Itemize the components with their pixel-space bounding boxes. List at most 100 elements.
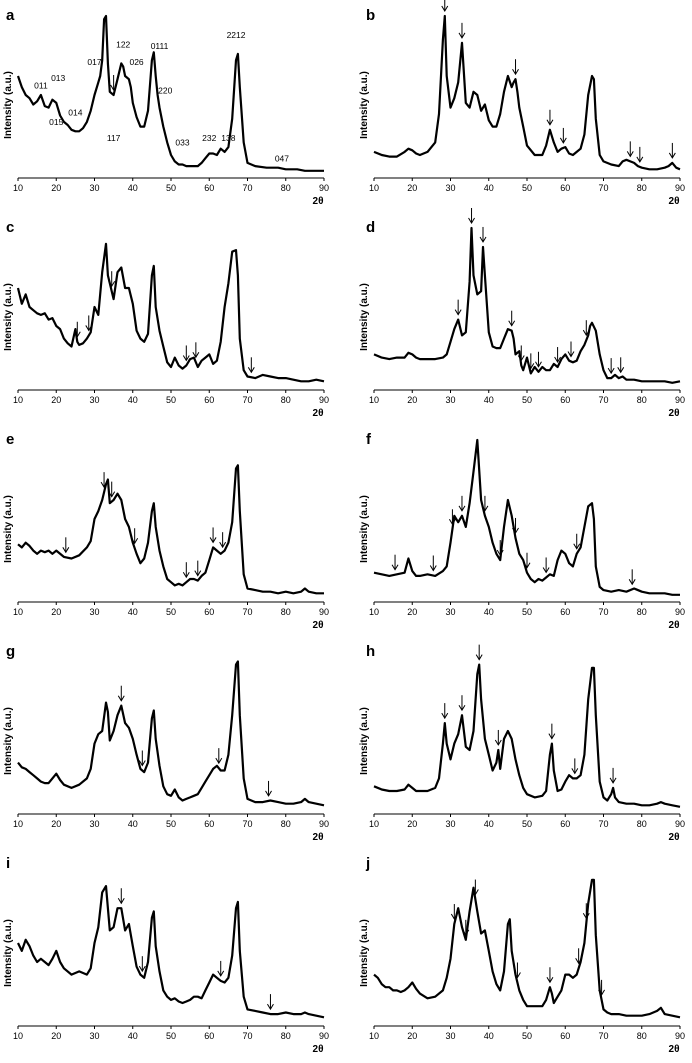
peak-marker-arrow <box>609 767 617 784</box>
arrow-head <box>628 579 636 586</box>
peak-marker-arrow <box>559 127 567 144</box>
peak-index-label: 122 <box>116 40 130 50</box>
xrd-pattern-line <box>16 14 324 172</box>
peak-marker-arrow <box>100 472 108 489</box>
y-axis-label: Intensity (a.u.) <box>359 707 370 775</box>
x-tick-label: 50 <box>522 607 532 617</box>
x-tick-label: 40 <box>484 1031 494 1041</box>
x-tick-label: 90 <box>675 819 685 829</box>
x-tick-label: 70 <box>598 395 608 405</box>
arrow-head <box>62 547 70 554</box>
xrd-pattern-line <box>17 885 325 1019</box>
arrow-head <box>512 68 519 76</box>
peak-index-label: 232 <box>202 133 216 143</box>
x-tick-label: 20 <box>51 1031 61 1041</box>
peak-marker-arrow <box>131 528 139 545</box>
peak-marker-arrow <box>62 537 70 554</box>
arrow-head <box>542 567 550 574</box>
x-tick-label: 10 <box>369 1031 379 1041</box>
arrow-head <box>609 777 617 784</box>
peak-marker-arrow <box>479 226 487 243</box>
arrow-head <box>575 958 583 965</box>
peak-marker-arrow <box>514 962 521 979</box>
peak-marker-arrow <box>494 729 502 746</box>
arrow-head <box>73 331 81 338</box>
arrow-head <box>138 965 146 973</box>
x-tick-label: 40 <box>128 395 138 405</box>
arrow-head <box>100 481 108 489</box>
x-tick-label: 80 <box>281 183 291 193</box>
arrow-head <box>481 505 489 512</box>
x-tick-label: 30 <box>89 819 99 829</box>
x-tick-label: 80 <box>637 1031 647 1041</box>
x-tick-label: 40 <box>128 1031 138 1041</box>
chart-panel-g: 10 20 30 40 50 60 70 80 90 2θ Intensity (a.u.) g <box>3 643 329 843</box>
peak-marker-arrow <box>481 495 489 512</box>
x-tick-label: 40 <box>128 819 138 829</box>
x-tick-label: 90 <box>319 607 329 617</box>
arrow-head <box>131 537 139 545</box>
y-axis-label: Intensity (a.u.) <box>3 707 14 775</box>
x-tick-label: 20 <box>407 819 417 829</box>
arrow-head <box>217 970 225 977</box>
arrow-head <box>546 119 554 126</box>
panel-letter: d <box>366 219 375 236</box>
peak-marker-arrow <box>108 271 116 288</box>
x-tick-label: 50 <box>166 607 176 617</box>
x-tick-label: 40 <box>128 607 138 617</box>
panel-letter: c <box>6 219 14 236</box>
xrd-pattern-line <box>16 242 325 383</box>
peak-marker-arrow <box>626 141 634 158</box>
x-axis-label: 2θ <box>669 832 680 843</box>
x-tick-label: 30 <box>445 607 455 617</box>
x-tick-label: 70 <box>242 1031 252 1041</box>
peak-marker-arrow <box>554 347 562 364</box>
x-tick-label: 30 <box>445 819 455 829</box>
y-axis-label: Intensity (a.u.) <box>3 919 14 987</box>
arrow-head <box>219 541 227 549</box>
x-tick-label: 70 <box>242 819 252 829</box>
x-tick-label: 10 <box>369 395 379 405</box>
arrow-head <box>598 989 606 996</box>
xrd-pattern-line <box>17 464 324 595</box>
peak-marker-arrow <box>219 532 227 549</box>
x-tick-label: 30 <box>89 395 99 405</box>
arrow-head <box>668 152 676 159</box>
chart-panel-h: 10 20 30 40 50 60 70 80 90 2θ Intensity (a.u.) h <box>359 643 685 843</box>
peak-marker-arrow <box>571 758 579 775</box>
x-tick-label: 60 <box>204 183 214 193</box>
panel-letter: f <box>366 431 372 448</box>
panel-letter: j <box>365 855 370 872</box>
arrow-head <box>192 352 200 359</box>
xrd-pattern-line <box>373 438 680 596</box>
x-tick-label: 80 <box>281 607 291 617</box>
peak-marker-arrow <box>441 703 449 720</box>
x-tick-label: 20 <box>51 607 61 617</box>
peak-marker-arrow <box>85 315 93 332</box>
x-tick-label: 90 <box>675 1031 685 1041</box>
arrow-head <box>636 156 644 163</box>
y-axis-label: Intensity (a.u.) <box>359 495 370 563</box>
x-tick-label: 80 <box>637 819 647 829</box>
peak-marker-arrow <box>542 557 550 574</box>
peak-marker-arrow <box>582 320 590 337</box>
y-axis-label: Intensity (a.u.) <box>3 283 14 351</box>
x-tick-label: 50 <box>166 395 176 405</box>
arrow-head <box>571 768 579 775</box>
arrow-head <box>117 897 125 905</box>
peak-marker-arrow <box>471 879 479 896</box>
peak-marker-arrow <box>468 208 475 224</box>
peak-index-label: 220 <box>158 85 172 95</box>
x-tick-label: 30 <box>89 183 99 193</box>
arrow-head <box>582 912 590 920</box>
peak-index-label: 2212 <box>227 30 246 40</box>
x-tick-label: 10 <box>369 819 379 829</box>
x-tick-label: 80 <box>637 183 647 193</box>
arrow-head <box>479 236 487 243</box>
x-tick-label: 40 <box>484 819 494 829</box>
x-tick-label: 80 <box>637 607 647 617</box>
x-tick-label: 60 <box>204 1031 214 1041</box>
x-tick-label: 40 <box>484 395 494 405</box>
peak-marker-arrow <box>617 357 625 374</box>
x-tick-label: 70 <box>598 1031 608 1041</box>
